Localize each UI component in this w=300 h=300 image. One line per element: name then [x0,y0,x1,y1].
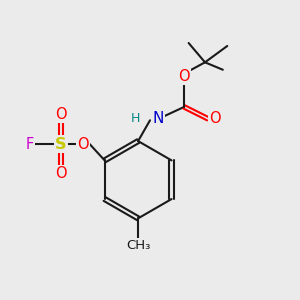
Text: F: F [26,136,34,152]
Text: N: N [152,111,164,126]
Text: O: O [77,136,89,152]
Text: O: O [55,166,67,181]
Text: O: O [178,69,190,84]
Text: S: S [55,136,67,152]
Text: CH₃: CH₃ [126,238,150,252]
Text: O: O [209,111,220,126]
Text: H: H [131,112,140,125]
Text: O: O [55,107,67,122]
